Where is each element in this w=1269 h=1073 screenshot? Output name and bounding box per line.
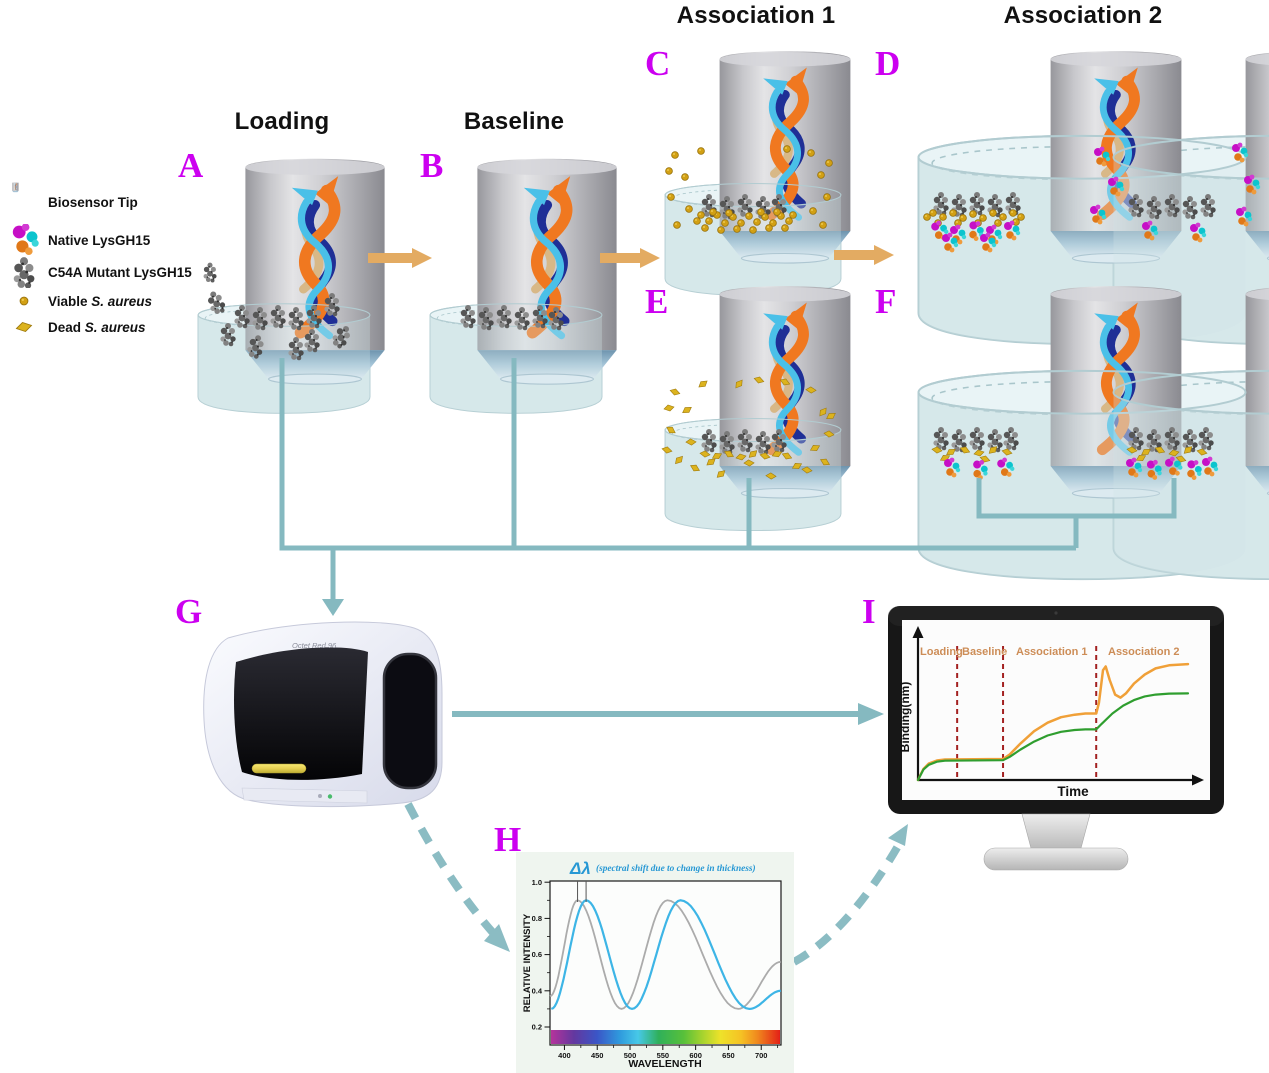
- stage-title-loading: Loading: [234, 108, 330, 135]
- sensorgram-curve-native-LysGH15-sensor: [916, 662, 1190, 782]
- panel-letter-a: A: [178, 146, 204, 185]
- sensorgram-y-arrowhead: [912, 626, 924, 638]
- panel-letter-h: H: [494, 820, 522, 859]
- viable-s-aureus-icon: [8, 293, 40, 309]
- instrument-status-dot-gray: [318, 794, 322, 798]
- monitor-stand-neck: [1021, 813, 1091, 853]
- monitor: Loading Baseline Association 1 Associati…: [888, 606, 1224, 871]
- legend-item-biosensor-tip: Biosensor Tip: [8, 180, 138, 224]
- legend-label: Biosensor Tip: [48, 194, 138, 210]
- svg-text:0.4: 0.4: [532, 986, 543, 995]
- sensorgram-xlabel: Time: [1057, 784, 1089, 799]
- dead-s-aureus-icon: [8, 320, 40, 334]
- legend-item-native-lysgh15: Native LysGH15: [8, 224, 150, 256]
- panel-letter-d: D: [875, 44, 901, 83]
- panel-c-association1-viable-well: [664, 35, 841, 297]
- instrument-base-strip: [241, 787, 368, 804]
- stage-title-association-2: Association 2: [1003, 2, 1163, 29]
- sensorgram-x-arrowhead: [1192, 774, 1204, 786]
- spectral-curve-shifted-spectrum: [550, 899, 781, 1011]
- spectrum-rainbow-bar: [551, 1030, 780, 1044]
- legend-item-dead-s-aureus: Dead S. aureus: [8, 314, 146, 340]
- panel-letter-b: B: [420, 146, 444, 185]
- biosensor-tip-icon: [8, 181, 40, 223]
- c54a-mutant-lysgh15-icon: [8, 256, 40, 288]
- legend-item-viable-s-aureus: Viable S. aureus: [8, 288, 152, 314]
- stage-title-baseline: Baseline: [463, 108, 565, 135]
- instrument-model-label: Octet Red 96: [292, 641, 337, 650]
- sensorgram-curves: [916, 662, 1190, 782]
- stage-title-association-1: Association 1: [676, 2, 836, 29]
- instrument-handle: [251, 763, 307, 774]
- monitor-screen: [902, 620, 1210, 800]
- instrument-status-dot-green: [327, 794, 333, 799]
- sensorgram-curve-C54A-mutant-sensor: [916, 692, 1190, 782]
- legend-label: Native LysGH15: [48, 232, 151, 248]
- legend-label: Dead S. aureus: [48, 319, 146, 335]
- native-lysgh15-icon: [8, 224, 40, 256]
- sensorgram-phase-label-association1: Association 1: [1016, 646, 1088, 658]
- svg-text:600: 600: [689, 1051, 702, 1060]
- svg-text:0.6: 0.6: [532, 950, 542, 959]
- spectral-ticks: 400 450 500 550 600 650 700 0.2 0.4 0.6 0.8 1.0: [532, 878, 779, 1060]
- sensorgram-phase-label-association2: Association 2: [1108, 646, 1180, 658]
- svg-text:1.0: 1.0: [532, 878, 542, 887]
- monitor-stand-base: [983, 847, 1129, 871]
- spectral-xlabel: WAVELENGTH: [628, 1058, 701, 1070]
- panel-letter-e: E: [645, 282, 669, 321]
- sensorgram-phase-label-loading: Loading: [920, 646, 963, 658]
- svg-text:0.2: 0.2: [532, 1023, 542, 1032]
- panel-letter-i: I: [862, 592, 876, 631]
- monitor-camera-dot: [1054, 611, 1058, 615]
- sensorgram-chart: Loading Baseline Association 1 Associati…: [898, 626, 1204, 799]
- panel-letter-f: F: [875, 282, 897, 321]
- svg-text:400: 400: [558, 1051, 571, 1060]
- legend-label: Viable S. aureus: [48, 293, 153, 309]
- instrument-to-monitor-arrow: [452, 703, 884, 725]
- spectral-peak-markers: [577, 881, 587, 902]
- svg-text:450: 450: [591, 1051, 604, 1060]
- spectral-ylabel: RELATIVE INTENSITY: [522, 913, 533, 1012]
- spectral-curve-reference-spectrum: [549, 899, 782, 1010]
- panel-d-association2-viable-wells: [918, 35, 1269, 345]
- spectral-plot-box: [549, 880, 782, 1046]
- svg-text:500: 500: [624, 1051, 637, 1060]
- instrument-side-window: [382, 652, 438, 790]
- flow-arrow-association1-to-association2: [834, 245, 894, 265]
- panel-a-loading-well: [197, 142, 370, 414]
- spectral-delta-symbol: Δλ: [569, 859, 591, 878]
- spectral-shift-note: (spectral shift due to change in thickne…: [596, 863, 756, 874]
- panel-e-association1-dead-well: [660, 270, 841, 532]
- svg-text:0.8: 0.8: [532, 914, 542, 923]
- sensorgram-ylabel: Binding(nm): [898, 682, 912, 753]
- panel-b-baseline-well: [429, 142, 602, 414]
- sensorgram-phase-label-baseline: Baseline: [962, 646, 1007, 658]
- instrument-front-window: [234, 647, 368, 780]
- panel-f-association2-dead-wells: [918, 270, 1269, 580]
- svg-text:550: 550: [657, 1051, 670, 1060]
- panel-letter-g: G: [175, 592, 203, 631]
- legend-label: C54A Mutant LysGH15: [48, 264, 192, 280]
- svg-text:700: 700: [755, 1051, 768, 1060]
- instrument-octet: Octet Red 96: [203, 621, 443, 808]
- spectral-curves: [549, 899, 782, 1011]
- svg-text:650: 650: [722, 1051, 735, 1060]
- legend-item-c54a-mutant: C54A Mutant LysGH15: [8, 256, 192, 288]
- panel-letter-c: C: [645, 44, 671, 83]
